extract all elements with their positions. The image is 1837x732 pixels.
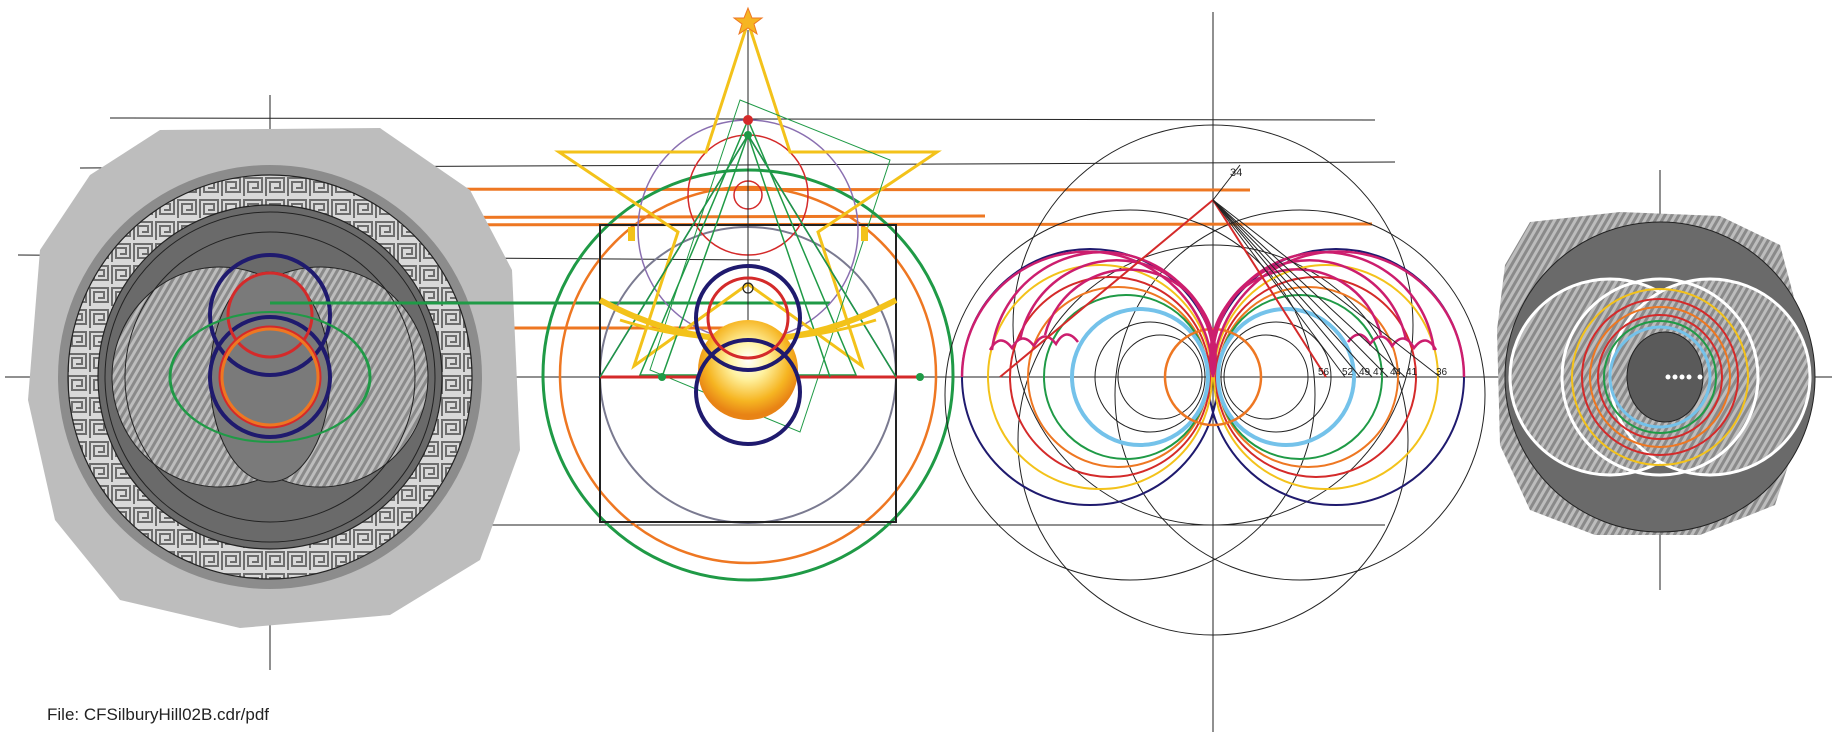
tick-label: 49: [1359, 367, 1371, 378]
tick-label: 52: [1342, 367, 1354, 378]
left-medallion: [28, 128, 830, 628]
node-label-34: 34: [1230, 167, 1242, 179]
file-info: File: CFSilburyHill02B.cdr/pdf: [47, 704, 269, 725]
tick-label: 56: [1318, 367, 1330, 378]
tick-labels: 56 52 49 47 44 41 36: [1318, 367, 1448, 378]
star-construction: [541, 6, 955, 582]
tick-label: 36: [1436, 367, 1448, 378]
right-medallion: [1497, 212, 1816, 535]
wing-construction: 34 56 52 49 47 44 41 36: [944, 124, 1486, 636]
file-name: File: CFSilburyHill02B.cdr/pdf: [47, 705, 270, 724]
tick-label: 44: [1390, 367, 1402, 378]
tick-label: 47: [1373, 367, 1385, 378]
tick-label: 41: [1406, 367, 1418, 378]
